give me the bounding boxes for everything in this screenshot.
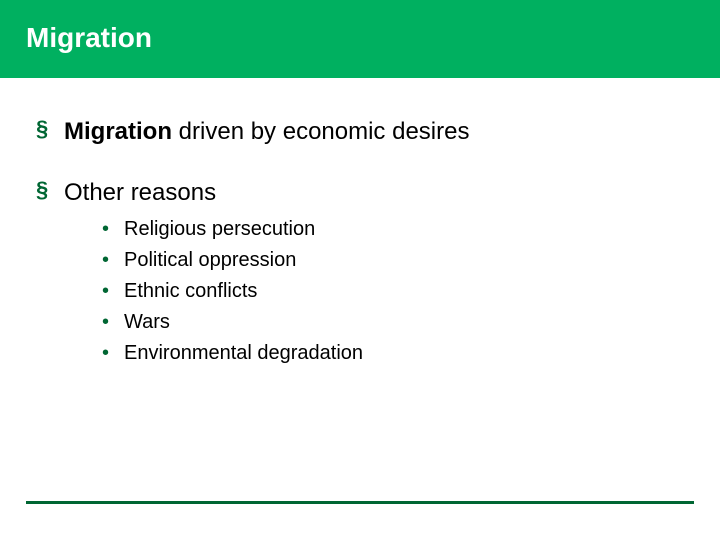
bullet-l2-list: • Religious persecution • Political oppr… <box>36 216 720 367</box>
footer-divider <box>26 501 694 504</box>
bullet-l1-text: Migration driven by economic desires <box>64 116 469 147</box>
slide-title: Migration <box>26 22 720 54</box>
bullet-l2: • Religious persecution <box>102 216 720 243</box>
header-bar: Migration <box>0 0 720 78</box>
dot-bullet-icon: • <box>102 340 124 367</box>
slide: Migration § Migration driven by economic… <box>0 0 720 540</box>
bullet-l2-text: Religious persecution <box>124 216 315 243</box>
bullet-l2: • Environmental degradation <box>102 340 720 367</box>
slide-content: § Migration driven by economic desires §… <box>0 78 720 367</box>
bullet-l1-rest: driven by economic desires <box>172 118 469 145</box>
bullet-l1: § Migration driven by economic desires <box>36 116 720 147</box>
dot-bullet-icon: • <box>102 247 124 274</box>
bullet-l2: • Ethnic conflicts <box>102 278 720 305</box>
dot-bullet-icon: • <box>102 278 124 305</box>
bullet-l1-rest: Other reasons <box>64 179 216 206</box>
bullet-l2-text: Environmental degradation <box>124 340 363 367</box>
bullet-l2-text: Ethnic conflicts <box>124 278 257 305</box>
bullet-l2: • Wars <box>102 309 720 336</box>
bullet-l2-text: Political oppression <box>124 247 296 274</box>
dot-bullet-icon: • <box>102 309 124 336</box>
bullet-l2: • Political oppression <box>102 247 720 274</box>
bullet-l1: § Other reasons <box>36 177 720 208</box>
dot-bullet-icon: • <box>102 216 124 243</box>
bullet-l1-text: Other reasons <box>64 177 216 208</box>
section-bullet-icon: § <box>36 116 64 142</box>
bullet-l2-text: Wars <box>124 309 170 336</box>
bullet-l1-bold: Migration <box>64 118 172 145</box>
section-bullet-icon: § <box>36 177 64 203</box>
